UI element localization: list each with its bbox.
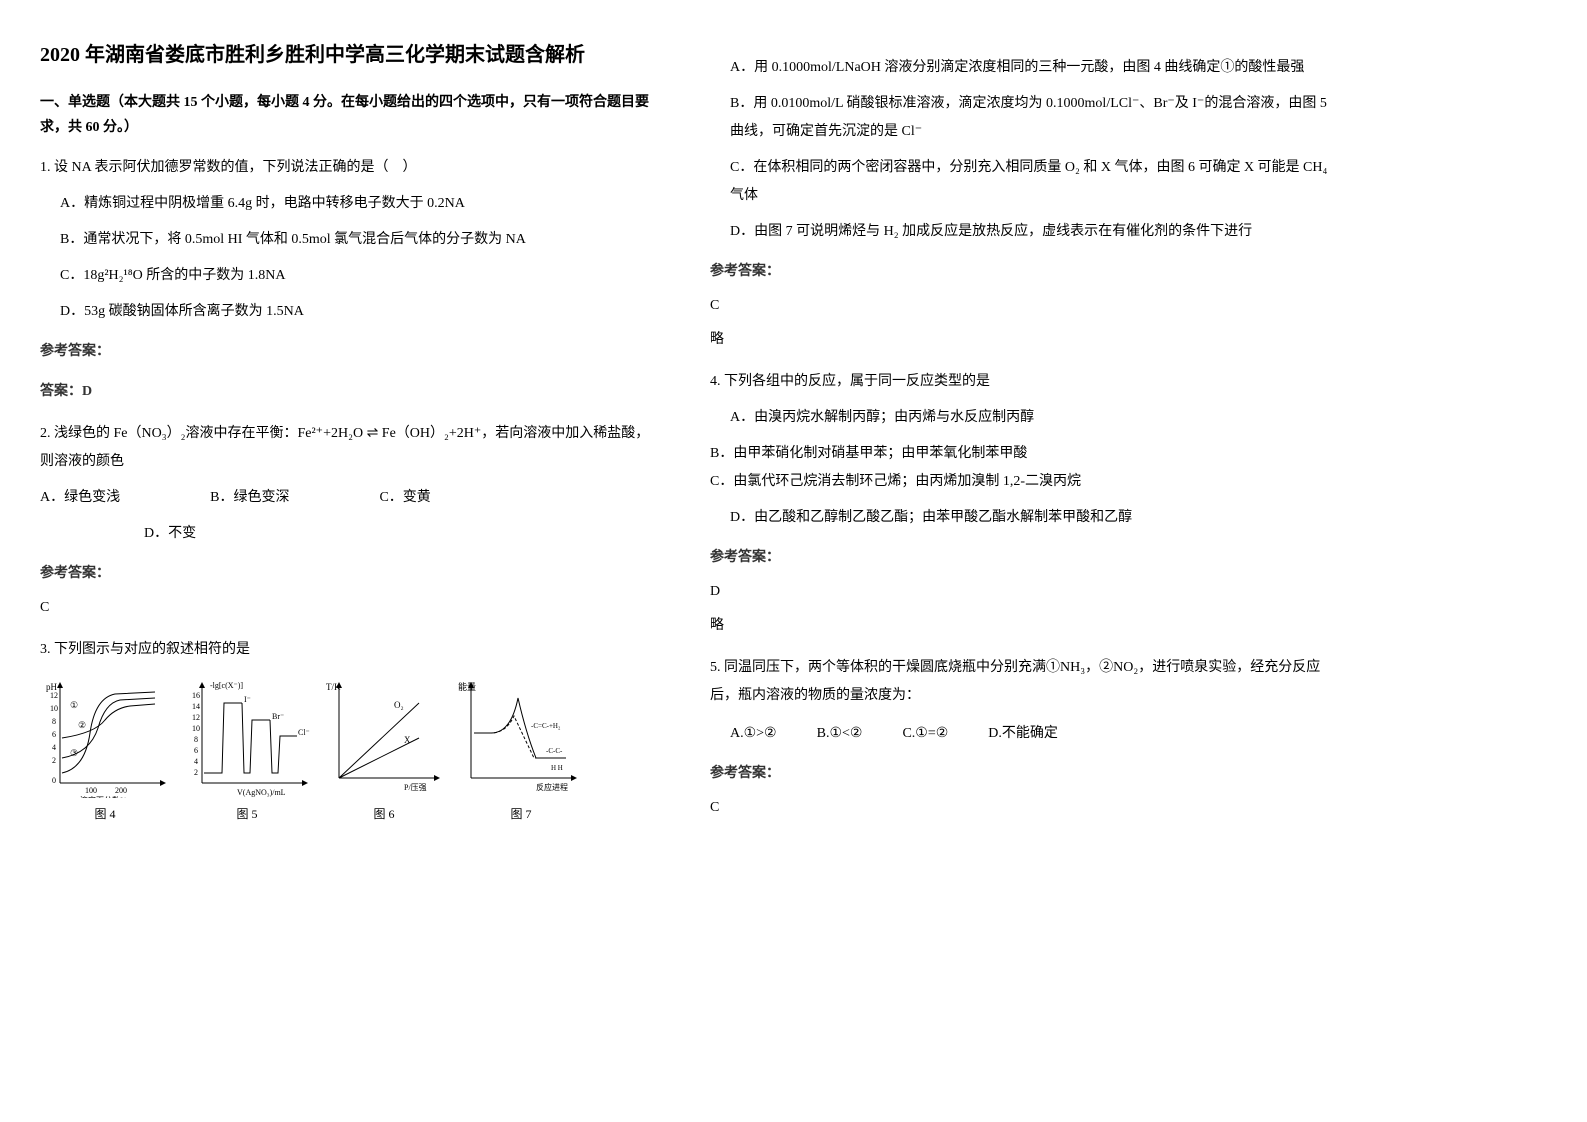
figure-row: pH 12 10 8 6 4 2 0 ① ② ③ bbox=[40, 678, 660, 826]
figure-4-svg: pH 12 10 8 6 4 2 0 ① ② ③ bbox=[40, 678, 170, 798]
q3-option-a: A．用 0.1000mol/LNaOH 溶液分别滴定浓度相同的三种一元酸，由图 … bbox=[730, 54, 1330, 82]
section-1-header: 一、单选题（本大题共 15 个小题，每小题 4 分。在每小题给出的四个选项中，只… bbox=[40, 90, 660, 140]
svg-text:I⁻: I⁻ bbox=[244, 695, 251, 704]
svg-text:14: 14 bbox=[192, 702, 200, 711]
svg-text:10: 10 bbox=[50, 704, 58, 713]
q4-option-a: A．由溴丙烷水解制丙醇；由丙烯与水反应制丙醇 bbox=[730, 404, 1330, 432]
svg-text:8: 8 bbox=[194, 735, 198, 744]
q2-answer: C bbox=[40, 594, 660, 622]
q1-option-d: D．53g 碳酸钠固体所含离子数为 1.5NA bbox=[60, 298, 660, 326]
svg-text:③: ③ bbox=[70, 748, 78, 758]
q2-option-b: B．绿色变深 bbox=[210, 484, 289, 512]
figure-4: pH 12 10 8 6 4 2 0 ① ② ③ bbox=[40, 678, 170, 826]
svg-text:6: 6 bbox=[52, 730, 56, 739]
page-title: 2020 年湖南省娄底市胜利乡胜利中学高三化学期末试题含解析 bbox=[40, 40, 660, 70]
svg-text:Br⁻: Br⁻ bbox=[272, 712, 284, 721]
fig4-caption: 图 4 bbox=[94, 802, 115, 826]
q2-answer-label: 参考答案： bbox=[40, 560, 660, 588]
svg-text:H H: H H bbox=[551, 764, 563, 772]
figure-5-svg: -lg[c(X⁻)] 16 14 12 10 8 6 4 2 I⁻ Br⁻ Cl… bbox=[182, 678, 312, 798]
q1-answer-label: 参考答案： bbox=[40, 338, 660, 366]
fig7-xlabel: 反应进程 bbox=[536, 782, 568, 792]
q4-answer-note: 略 bbox=[710, 612, 1330, 640]
q5-option-c: C.①=② bbox=[902, 720, 948, 748]
fig5-caption: 图 5 bbox=[236, 802, 257, 826]
svg-text:12: 12 bbox=[50, 691, 58, 700]
q5-answer: C bbox=[710, 794, 1330, 822]
fig5-xlabel: V(AgNO₃)/mL bbox=[237, 788, 286, 797]
q2-stem: 2. 浅绿色的 Fe（NO₃）₂溶液中存在平衡：Fe²⁺+2H₂O ⇌ Fe（O… bbox=[40, 420, 660, 476]
q2-option-d: D．不变 bbox=[144, 520, 196, 548]
q4-option-b: B．由甲苯硝化制对硝基甲苯；由甲苯氧化制苯甲酸 bbox=[710, 440, 1330, 468]
fig7-ylabel: 能量 bbox=[458, 681, 476, 692]
figure-6: T/K O₂ X P/压强 图 6 bbox=[324, 678, 444, 826]
figure-5: -lg[c(X⁻)] 16 14 12 10 8 6 4 2 I⁻ Br⁻ Cl… bbox=[182, 678, 312, 826]
svg-text:①: ① bbox=[70, 700, 78, 710]
q3-option-d: D．由图 7 可说明烯烃与 H₂ 加成反应是放热反应，虚线表示在有催化剂的条件下… bbox=[730, 218, 1330, 246]
figure-7: 能量 -C=C-+H₂ -C-C- H H 反应进程 图 7 bbox=[456, 678, 586, 826]
svg-text:16: 16 bbox=[192, 691, 200, 700]
q3-option-b: B．用 0.0100mol/L 硝酸银标准溶液，滴定浓度均为 0.1000mol… bbox=[730, 90, 1330, 146]
q3-answer-note: 略 bbox=[710, 326, 1330, 354]
fig4-xlabel: 滴定百分数% bbox=[80, 795, 127, 798]
fig6-caption: 图 6 bbox=[373, 802, 394, 826]
svg-text:12: 12 bbox=[192, 713, 200, 722]
fig5-ylabel: -lg[c(X⁻)] bbox=[210, 681, 243, 690]
svg-text:0: 0 bbox=[52, 776, 56, 785]
svg-text:6: 6 bbox=[194, 746, 198, 755]
q1-option-b: B．通常状况下，将 0.5mol HI 气体和 0.5mol 氯气混合后气体的分… bbox=[60, 226, 660, 254]
svg-text:O₂: O₂ bbox=[394, 700, 404, 710]
svg-text:-C-C-: -C-C- bbox=[546, 747, 563, 755]
left-column: 2020 年湖南省娄底市胜利乡胜利中学高三化学期末试题含解析 一、单选题（本大题… bbox=[40, 40, 660, 840]
q5-option-b: B.①<② bbox=[817, 720, 863, 748]
right-column: A．用 0.1000mol/LNaOH 溶液分别滴定浓度相同的三种一元酸，由图 … bbox=[710, 40, 1330, 840]
q3-option-c: C．在体积相同的两个密闭容器中，分别充入相同质量 O₂ 和 X 气体，由图 6 … bbox=[730, 154, 1330, 210]
svg-text:X: X bbox=[404, 735, 411, 745]
q2-option-a: A．绿色变浅 bbox=[40, 484, 120, 512]
figure-6-svg: T/K O₂ X P/压强 bbox=[324, 678, 444, 798]
figure-7-svg: 能量 -C=C-+H₂ -C-C- H H 反应进程 bbox=[456, 678, 586, 798]
fig6-xlabel: P/压强 bbox=[404, 783, 427, 792]
fig7-caption: 图 7 bbox=[510, 802, 531, 826]
svg-text:2: 2 bbox=[194, 768, 198, 777]
q5-option-d: D.不能确定 bbox=[988, 720, 1058, 748]
svg-text:4: 4 bbox=[194, 757, 198, 766]
svg-text:200: 200 bbox=[115, 786, 127, 795]
q1-option-a: A．精炼铜过程中阴极增重 6.4g 时，电路中转移电子数大于 0.2NA bbox=[60, 190, 660, 218]
question-3-options: A．用 0.1000mol/LNaOH 溶液分别滴定浓度相同的三种一元酸，由图 … bbox=[710, 54, 1330, 354]
fig6-ylabel: T/K bbox=[326, 682, 341, 692]
q2-option-c: C．变黄 bbox=[379, 484, 430, 512]
svg-text:2: 2 bbox=[52, 756, 56, 765]
q1-answer: 答案：D bbox=[40, 378, 660, 406]
svg-text:Cl⁻: Cl⁻ bbox=[298, 728, 310, 737]
q3-answer-label: 参考答案： bbox=[710, 258, 1330, 286]
svg-text:10: 10 bbox=[192, 724, 200, 733]
q5-option-a: A.①>② bbox=[730, 720, 777, 748]
svg-text:8: 8 bbox=[52, 717, 56, 726]
svg-text:4: 4 bbox=[52, 743, 56, 752]
q4-answer: D bbox=[710, 578, 1330, 606]
q5-answer-label: 参考答案： bbox=[710, 760, 1330, 788]
q3-answer: C bbox=[710, 292, 1330, 320]
question-2: 2. 浅绿色的 Fe（NO₃）₂溶液中存在平衡：Fe²⁺+2H₂O ⇌ Fe（O… bbox=[40, 420, 660, 622]
q4-option-c: C．由氯代环己烷消去制环己烯；由丙烯加溴制 1,2-二溴丙烷 bbox=[710, 468, 1330, 496]
question-1: 1. 设 NA 表示阿伏加德罗常数的值，下列说法正确的是（ ） A．精炼铜过程中… bbox=[40, 154, 660, 406]
svg-text:-C=C-+H₂: -C=C-+H₂ bbox=[531, 722, 561, 730]
q4-option-d: D．由乙酸和乙醇制乙酸乙酯；由苯甲酸乙酯水解制苯甲酸和乙醇 bbox=[730, 504, 1330, 532]
q3-stem: 3. 下列图示与对应的叙述相符的是 bbox=[40, 636, 660, 664]
q5-stem: 5. 同温同压下，两个等体积的干燥圆底烧瓶中分别充满①NH₃，②NO₂，进行喷泉… bbox=[710, 654, 1330, 710]
q4-stem: 4. 下列各组中的反应，属于同一反应类型的是 bbox=[710, 368, 1330, 396]
q1-option-c: C．18g²H₂¹⁸O 所含的中子数为 1.8NA bbox=[60, 262, 660, 290]
svg-text:100: 100 bbox=[85, 786, 97, 795]
q4-answer-label: 参考答案： bbox=[710, 544, 1330, 572]
q1-stem: 1. 设 NA 表示阿伏加德罗常数的值，下列说法正确的是（ ） bbox=[40, 154, 660, 182]
svg-text:②: ② bbox=[78, 720, 86, 730]
question-4: 4. 下列各组中的反应，属于同一反应类型的是 A．由溴丙烷水解制丙醇；由丙烯与水… bbox=[710, 368, 1330, 640]
question-3: 3. 下列图示与对应的叙述相符的是 pH 12 10 8 6 4 2 0 bbox=[40, 636, 660, 826]
question-5: 5. 同温同压下，两个等体积的干燥圆底烧瓶中分别充满①NH₃，②NO₂，进行喷泉… bbox=[710, 654, 1330, 822]
